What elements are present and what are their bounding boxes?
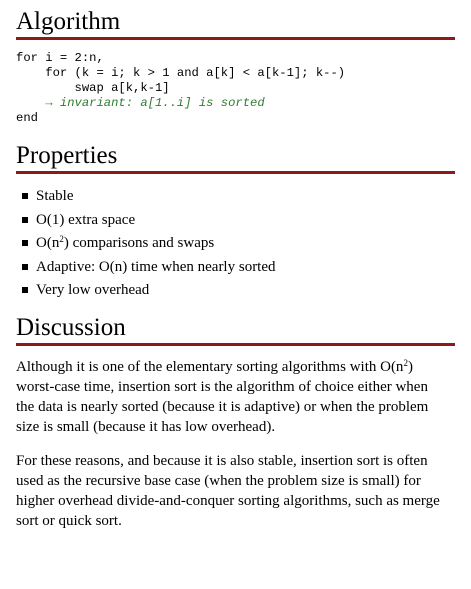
list-item: Very low overhead [16,279,455,303]
code-line: for i = 2:n, [16,51,104,65]
list-item: Adaptive: O(n) time when nearly sorted [16,256,455,280]
code-line: swap a[k,k-1] [16,81,170,95]
property-text: O(1) extra space [36,211,136,228]
square-bullet-icon [22,287,28,293]
property-text: Stable [36,188,74,204]
properties-heading: Properties [16,142,455,174]
discussion-heading: Discussion [16,314,455,346]
algorithm-heading: Algorithm [16,8,455,40]
list-item: O(n2) comparisons and swaps [16,232,455,256]
pseudocode-block: for i = 2:n, for (k = i; k > 1 and a[k] … [16,51,455,126]
property-text-pre: O(n [36,235,60,251]
properties-list: Stable O(1) extra space O(n2) comparison… [16,185,455,303]
paragraph-text-pre: Although it is one of the elementary sor… [16,358,404,375]
property-text-post: ) comparisons and swaps [63,235,215,251]
invariant-comment: → invariant: a[1..i] is sorted [16,96,265,110]
code-line: for (k = i; k > 1 and a[k] < a[k-1]; k--… [16,66,346,80]
discussion-paragraph-1: Although it is one of the elementary sor… [16,357,446,437]
discussion-paragraph-2: For these reasons, and because it is als… [16,452,440,529]
square-bullet-icon [22,193,28,199]
code-line: end [16,111,38,125]
list-item: O(1) extra space [16,209,455,233]
superscript: 2 [59,234,64,244]
paragraph-text-post: ) worst-case time, insertion sort is the… [16,358,429,435]
list-item: Stable [16,185,455,209]
property-text: Adaptive: O(n) time when nearly sorted [36,258,276,275]
superscript: 2 [403,357,408,368]
square-bullet-icon [22,240,28,246]
square-bullet-icon [22,263,28,270]
square-bullet-icon [22,216,28,223]
property-text: Very low overhead [36,282,150,298]
